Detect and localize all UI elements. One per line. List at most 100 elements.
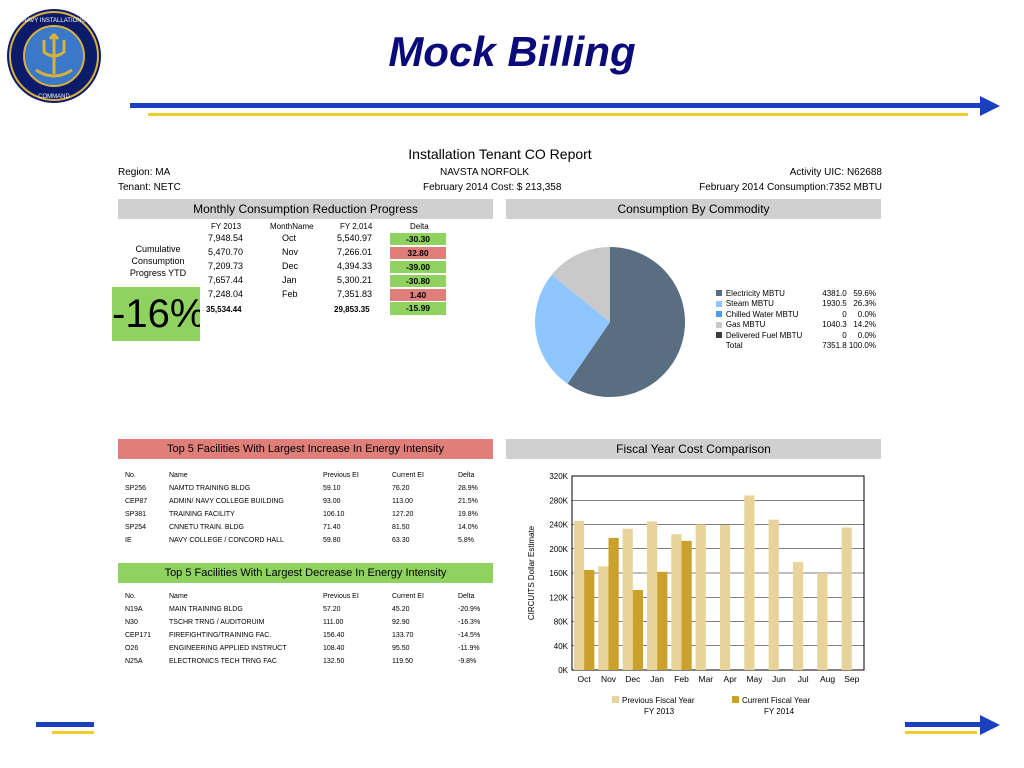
legend-pct: 0.0% <box>857 330 876 340</box>
report-cost: February 2014 Cost: $ 213,358 <box>423 182 562 193</box>
x-tick-label: Aug <box>820 674 835 684</box>
table-cell: 57.20 <box>323 606 341 613</box>
table-row: SP254 CNNETU TRAIN. BLDG 71.40 81.50 14.0% <box>125 521 502 534</box>
bar-previous-aug <box>817 573 828 670</box>
pie-slice-gas-mbtu <box>551 247 610 322</box>
table-cell: NAVY COLLEGE / CONCORD HALL <box>169 537 284 544</box>
delta-value: -30.30 <box>390 233 446 245</box>
month-name: Nov <box>282 247 299 257</box>
column-header: Name <box>169 472 188 479</box>
legend-value: 1930.5 <box>822 299 847 309</box>
bar-previous-nov <box>598 566 609 670</box>
legend-series-year: FY 2014 <box>764 707 795 716</box>
report-tenant: Tenant: NETC <box>118 182 181 193</box>
table-cell: N30 <box>125 619 138 626</box>
pie-slice-electricity-mbtu <box>567 247 685 397</box>
legend-total-label: Total <box>725 341 743 351</box>
y-tick-label: 240K <box>549 521 568 530</box>
fy13-value: 7,209.73 <box>208 261 244 271</box>
table-cell: 59.80 <box>323 537 341 544</box>
legend-swatch <box>716 300 722 307</box>
x-tick-label: Nov <box>601 674 617 684</box>
bar-previous-jun <box>768 519 779 670</box>
table-cell: 95.50 <box>392 645 410 652</box>
table-cell: NAMTD TRAINING BLDG <box>169 485 251 492</box>
y-tick-label: 160K <box>549 569 568 578</box>
x-tick-label: Jan <box>650 674 664 684</box>
commodity-legend: Electricity MBTU 4381.0 59.6% Steam MBTU 193… <box>716 288 876 351</box>
table-cell: 19.8% <box>458 511 478 518</box>
table-cell: 5.8% <box>458 537 474 544</box>
fy14-value: 7,266.01 <box>337 247 373 257</box>
legend-swatch <box>732 696 739 703</box>
fy14-value: 5,540.97 <box>337 233 373 243</box>
commodity-pie-chart <box>535 247 685 397</box>
table-cell: O26 <box>125 645 139 652</box>
total-fy13: 35,534.44 <box>206 305 242 314</box>
legend-swatch <box>716 332 722 339</box>
table-cell: 93.00 <box>323 498 341 505</box>
y-tick-label: 40K <box>554 642 569 651</box>
table-row: O26 ENGINEERING APPLIED INSTRUCT 108.40 95.… <box>125 642 502 655</box>
y-tick-label: 120K <box>549 593 568 602</box>
legend-value: 0 <box>842 309 847 319</box>
table-cell: 127.20 <box>392 511 414 518</box>
table-cell: TRAINING FACILITY <box>169 511 235 518</box>
legend-item: Steam MBTU 1930.5 26.3% <box>716 299 876 310</box>
bar-current-dec <box>632 589 644 670</box>
footer-line-left-gold <box>52 731 94 734</box>
col-header-delta: Delta <box>410 222 429 231</box>
column-header: Delta <box>458 472 475 479</box>
month-name: Oct <box>282 233 297 243</box>
table-row: N30 TSCHR TRNG / AUDITORUIM 111.00 92.90 -16… <box>125 616 502 629</box>
table-cell: ELECTRONICS TECH TRNG FAC <box>169 658 277 665</box>
table-cell: 133.70 <box>392 632 414 639</box>
legend-pct: 59.6% <box>853 288 876 298</box>
svg-text:COMMAND: COMMAND <box>38 94 70 100</box>
x-tick-label: May <box>746 674 763 684</box>
report-region: Region: MA <box>118 167 171 178</box>
table-cell: -9.8% <box>458 658 477 665</box>
fy14-value: 5,300.21 <box>337 275 373 285</box>
x-tick-label: Sep <box>844 674 859 684</box>
decrease-table: No. Name Previous EI Current EI Delta N19A MAI… <box>125 590 502 668</box>
column-header: Previous EI <box>323 472 359 479</box>
table-cell: 108.40 <box>323 645 345 652</box>
report-activity-uic: Activity UIC: N62688 <box>789 167 882 178</box>
table-cell: TSCHR TRNG / AUDITORUIM <box>169 619 265 626</box>
header-divider-gold <box>148 113 968 116</box>
table-cell: 59.10 <box>323 485 341 492</box>
legend-swatch <box>716 290 722 297</box>
table-cell: 45.20 <box>392 606 410 613</box>
legend-label: Delivered Fuel MBTU <box>725 330 803 340</box>
arrow-head-icon <box>980 96 1000 116</box>
column-header: Name <box>169 593 188 600</box>
table-cell: 63.30 <box>392 537 410 544</box>
legend-item: Electricity MBTU 4381.0 59.6% <box>716 288 876 299</box>
x-tick-label: Apr <box>724 674 737 684</box>
report-installation: NAVSTA NORFOLK <box>440 167 530 178</box>
legend-total: Total 7351.8 100.0% <box>716 341 876 352</box>
legend-label: Electricity MBTU <box>725 288 785 298</box>
table-cell: IE <box>125 537 132 544</box>
x-tick-label: Jul <box>798 674 809 684</box>
delta-value: 1.40 <box>390 289 446 301</box>
footer-line-right-blue <box>905 722 985 727</box>
footer-line-right-gold <box>905 731 977 734</box>
footer-arrow-head-icon <box>980 715 1000 735</box>
col-header-month: MonthName <box>270 222 314 231</box>
table-cell: N25A <box>125 658 143 665</box>
legend-value: 4381.0 <box>822 288 847 298</box>
legend-series-name: Previous Fiscal Year <box>622 696 695 705</box>
bar-previous-oct <box>573 520 585 670</box>
table-row: CEP171 FIREFIGHTING/TRAINING FAC. 156.40 13… <box>125 629 502 642</box>
table-row: N19A MAIN TRAINING BLDG 57.20 45.20 -20.9% <box>125 603 502 616</box>
table-cell: CEP87 <box>125 498 148 505</box>
x-tick-label: Dec <box>625 674 641 684</box>
legend-series-name: Current Fiscal Year <box>742 696 810 705</box>
table-cell: FIREFIGHTING/TRAINING FAC. <box>169 632 272 639</box>
delta-value: -39.00 <box>390 261 446 273</box>
x-tick-label: Feb <box>674 674 689 684</box>
page-title: Mock Billing <box>388 28 636 75</box>
bar-previous-jan <box>646 521 658 670</box>
